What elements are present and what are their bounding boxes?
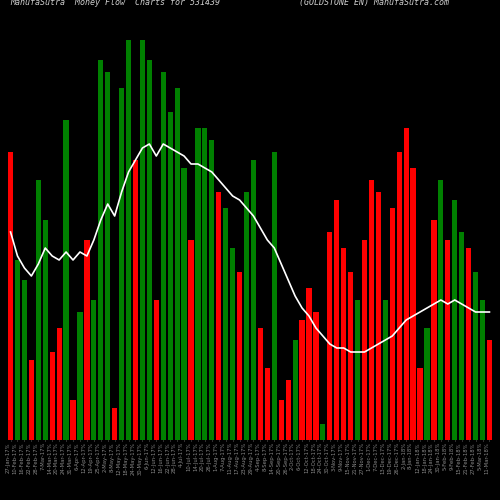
Bar [369,180,374,440]
Bar [56,328,62,440]
Bar [300,320,304,440]
Bar [452,200,458,440]
Bar [84,240,89,440]
Bar [376,192,381,440]
Bar [396,152,402,440]
Bar [404,128,409,440]
Bar [78,312,82,440]
Bar [160,72,166,440]
Bar [459,232,464,440]
Bar [424,328,430,440]
Bar [237,272,242,440]
Bar [466,248,471,440]
Bar [258,328,263,440]
Bar [382,300,388,440]
Bar [196,128,200,440]
Text: (GOLDSTONE EN) ManufaSutra.com: (GOLDSTONE EN) ManufaSutra.com [299,0,449,8]
Bar [390,208,395,440]
Bar [15,260,20,440]
Bar [432,220,436,440]
Bar [112,408,117,440]
Bar [154,300,159,440]
Bar [50,352,55,440]
Bar [168,112,173,440]
Bar [438,180,444,440]
Bar [174,88,180,440]
Bar [473,272,478,440]
Bar [264,368,270,440]
Bar [272,152,277,440]
Bar [29,360,34,440]
Bar [314,312,318,440]
Bar [286,380,291,440]
Bar [105,72,110,440]
Bar [251,160,256,440]
Bar [216,192,222,440]
Bar [147,60,152,440]
Bar [480,300,485,440]
Bar [36,180,41,440]
Bar [418,368,422,440]
Bar [209,140,214,440]
Bar [487,340,492,440]
Bar [244,192,249,440]
Bar [91,300,96,440]
Bar [362,240,367,440]
Bar [140,40,145,440]
Bar [320,424,326,440]
Bar [230,248,235,440]
Bar [188,240,194,440]
Bar [327,232,332,440]
Bar [70,400,76,440]
Bar [341,248,346,440]
Text: ManufaSutra  Money Flow  Charts for 531439: ManufaSutra Money Flow Charts for 531439 [10,0,220,8]
Bar [334,200,340,440]
Bar [202,128,207,440]
Bar [119,88,124,440]
Bar [348,272,353,440]
Bar [126,40,131,440]
Bar [182,168,186,440]
Bar [64,120,68,440]
Bar [410,168,416,440]
Bar [42,220,48,440]
Bar [22,280,27,440]
Bar [223,208,228,440]
Bar [278,400,284,440]
Bar [445,240,450,440]
Bar [133,160,138,440]
Bar [8,152,13,440]
Bar [98,60,103,440]
Bar [355,300,360,440]
Bar [292,340,298,440]
Bar [306,288,312,440]
